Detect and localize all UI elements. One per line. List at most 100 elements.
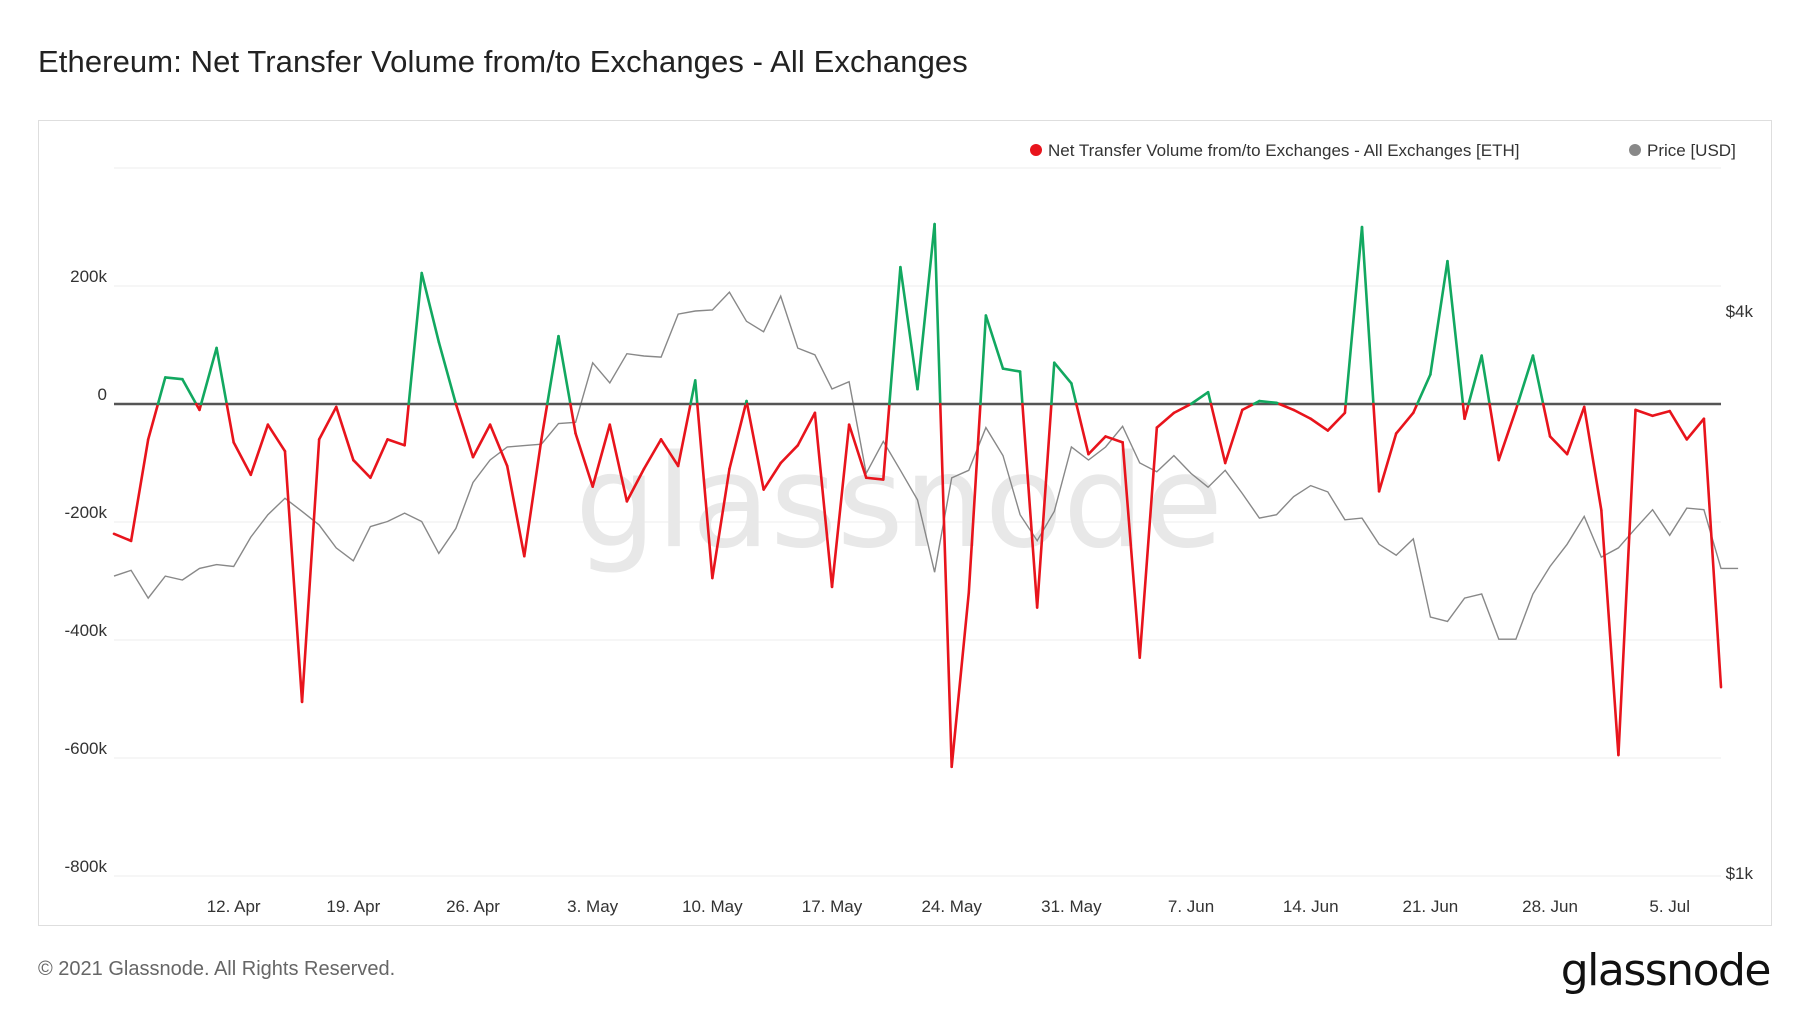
net-transfer-segment (591, 423, 612, 488)
net-transfer-segment (1087, 435, 1107, 456)
net-transfer-segment (1241, 402, 1256, 412)
net-transfer-segment (1344, 225, 1364, 406)
net-transfer-segment (1052, 361, 1073, 385)
right-axis-tick-label: $1k (1726, 864, 1754, 883)
net-transfer-segment (1617, 408, 1637, 757)
net-transfer-segment (1702, 417, 1723, 689)
net-transfer-segment (676, 402, 692, 468)
net-transfer-segment (899, 265, 919, 391)
net-transfer-segment (283, 449, 304, 704)
net-transfer-segment (1206, 390, 1213, 406)
net-transfer-segment (1463, 402, 1470, 421)
watermark: glassnode (575, 428, 1223, 577)
net-transfer-segment (1668, 409, 1689, 441)
brand-logo: glassnode (1560, 945, 1772, 996)
net-transfer-segment (762, 461, 783, 491)
net-transfer-segment (225, 402, 235, 444)
net-transfer-segment (1531, 354, 1545, 406)
net-transfer-segment (1292, 408, 1313, 421)
net-transfer-segment (1600, 508, 1620, 757)
x-axis-tick-label: 31. May (1041, 897, 1102, 916)
net-transfer-segment (728, 402, 748, 471)
net-transfer-segment (916, 222, 936, 391)
right-axis-ticks: $4k $1k (1726, 302, 1754, 883)
net-transfer-segment (300, 438, 321, 704)
net-transfer-segment (950, 591, 971, 769)
net-transfer-segment (266, 423, 287, 453)
net-transfer-segment (129, 438, 150, 543)
left-axis-tick-label: -600k (64, 739, 107, 758)
right-axis-tick-label: $4k (1726, 302, 1754, 321)
net-transfer-segment (163, 376, 184, 381)
net-transfer-segment (569, 402, 577, 435)
x-axis-tick-label: 5. Jul (1649, 897, 1690, 916)
net-transfer-segment (1326, 411, 1347, 432)
legend-price-label[interactable]: Price [USD] (1647, 141, 1736, 160)
net-transfer-segment (232, 441, 253, 477)
net-transfer-segment (1104, 435, 1124, 444)
x-axis-ticks: 12. Apr 19. Apr 26. Apr 3. May 10. May 17. Ma… (207, 897, 1690, 916)
net-transfer-segment (181, 377, 198, 406)
net-transfer-segment (1278, 402, 1295, 412)
x-axis-tick-label: 12. Apr (207, 897, 261, 916)
net-transfer-segment (1075, 402, 1090, 456)
net-transfer-segment (1050, 361, 1056, 406)
net-transfer-segment (1394, 411, 1415, 435)
net-transfer-segment (540, 402, 549, 441)
page-title: Ethereum: Net Transfer Volume from/to Ex… (38, 44, 968, 79)
net-transfer-segment (1541, 402, 1552, 438)
net-transfer-segment (1035, 402, 1053, 609)
net-transfer-segment (1415, 373, 1432, 406)
x-axis-tick-label: 21. Jun (1402, 897, 1458, 916)
net-transfer-segment (1070, 382, 1078, 406)
legend-price-marker (1629, 144, 1641, 156)
net-transfer-segment (403, 402, 411, 447)
left-axis-tick-label: 0 (98, 385, 107, 404)
net-transfer-segment (1309, 417, 1330, 432)
net-transfer-segment (249, 423, 270, 477)
net-transfer-segment (112, 532, 133, 543)
left-axis-ticks: 200k 0 -200k -400k -600k -800k (64, 267, 107, 876)
net-transfer-segment (1172, 402, 1193, 415)
net-transfer-segment (505, 464, 526, 558)
net-transfer-segment (779, 443, 800, 465)
left-axis-tick-label: -200k (64, 503, 107, 522)
net-transfer-segment (1018, 370, 1024, 406)
net-transfer-segment (334, 405, 355, 462)
net-transfer-segment (967, 402, 982, 595)
net-transfer-segment (1634, 408, 1654, 418)
net-transfer-segment (156, 376, 167, 406)
price-series (113, 291, 1739, 640)
net-transfer-segment (454, 402, 475, 459)
net-transfer-segment (979, 314, 988, 406)
x-axis-tick-label: 17. May (802, 897, 863, 916)
net-transfer-segment (608, 423, 629, 503)
net-transfer-segment (888, 265, 902, 406)
net-transfer-segment (1467, 354, 1483, 406)
net-transfer-segment (1446, 259, 1465, 406)
net-transfer-segment (642, 438, 663, 471)
net-transfer-segment (522, 438, 543, 558)
net-transfer-segment (369, 438, 389, 480)
net-transfer-segment (711, 467, 731, 580)
net-transfer-segment (864, 476, 885, 481)
x-axis-tick-label: 14. Jun (1283, 897, 1339, 916)
x-axis-tick-label: 28. Jun (1522, 897, 1578, 916)
net-transfer-segment (1189, 390, 1210, 406)
net-transfer-series (112, 222, 1723, 769)
net-transfer-segment (407, 271, 424, 406)
net-transfer-segment (1138, 426, 1159, 660)
net-transfer-segment (1343, 402, 1348, 415)
net-transfer-segment (557, 334, 572, 406)
net-transfer-segment (1582, 405, 1603, 512)
price-line (113, 291, 1739, 640)
net-transfer-segment (471, 423, 492, 459)
net-transfer-segment (830, 423, 851, 589)
x-axis-tick-label: 3. May (567, 897, 619, 916)
net-transfer-segment (847, 423, 868, 480)
legend[interactable]: Net Transfer Volume from/to Exchanges - … (1030, 141, 1736, 160)
net-transfer-segment (1209, 402, 1227, 465)
net-transfer-segment (1480, 354, 1491, 406)
legend-net-transfer-label[interactable]: Net Transfer Volume from/to Exchanges - … (1048, 141, 1519, 160)
net-transfer-segment (693, 379, 699, 406)
